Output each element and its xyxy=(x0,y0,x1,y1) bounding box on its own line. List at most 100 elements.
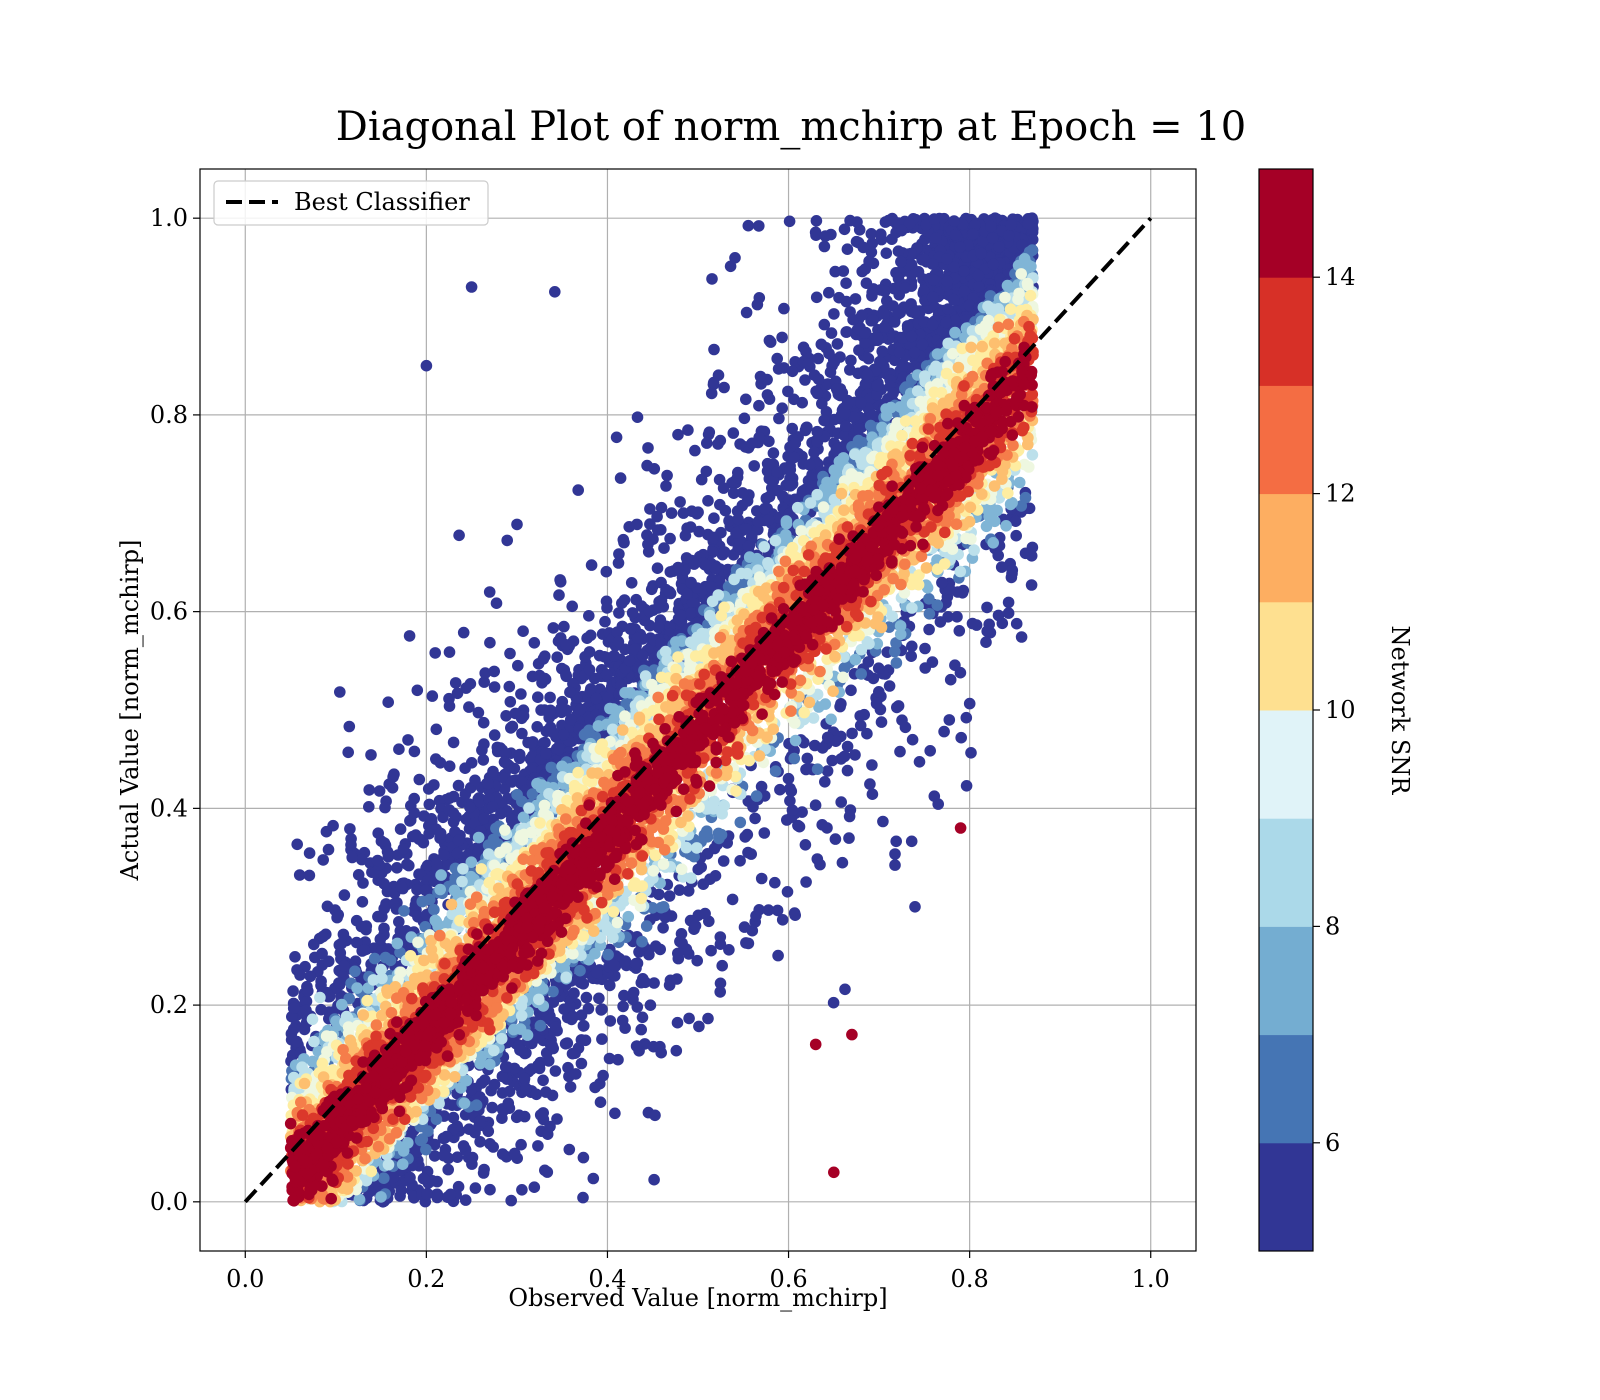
scatter-point xyxy=(879,285,891,298)
scatter-point xyxy=(823,286,835,299)
scatter-point xyxy=(510,1111,523,1124)
scatter-point xyxy=(650,940,662,952)
scatter-point xyxy=(596,1003,608,1015)
scatter-point xyxy=(464,801,476,814)
scatter-point xyxy=(890,835,902,848)
scatter-point xyxy=(564,1081,577,1093)
scatter-point xyxy=(819,230,832,242)
scatter-point xyxy=(371,854,384,867)
scatter-point xyxy=(303,847,316,859)
scatter-point xyxy=(375,1191,387,1203)
scatter-point xyxy=(693,1020,705,1033)
scatter-point xyxy=(800,876,812,888)
scatter-point xyxy=(875,228,887,240)
scatter-point xyxy=(892,245,905,257)
scatter-point xyxy=(778,302,790,315)
scatter-point xyxy=(566,1047,579,1060)
scatter-point xyxy=(645,583,658,596)
scatter-point xyxy=(788,393,800,406)
scatter-point xyxy=(938,725,950,738)
scatter-point xyxy=(987,537,999,549)
scatter-point xyxy=(683,1012,695,1025)
scatter-point xyxy=(755,872,768,885)
scatter-point xyxy=(484,636,496,649)
scatter-point xyxy=(625,577,638,589)
scatter-point xyxy=(567,1010,580,1023)
scatter-point xyxy=(706,273,718,285)
scatter-point xyxy=(665,507,678,519)
scatter-point xyxy=(599,615,611,628)
scatter-point xyxy=(889,859,901,871)
scatter-point xyxy=(816,397,828,410)
scatter-point xyxy=(486,1101,499,1114)
scatter-point xyxy=(767,447,780,459)
scatter-point xyxy=(885,401,897,414)
scatter-point xyxy=(537,1074,549,1087)
scatter-point xyxy=(391,862,403,874)
scatter-point xyxy=(906,640,918,653)
scatter-point xyxy=(736,487,749,499)
scatter-point xyxy=(926,291,939,304)
scatter-point xyxy=(905,835,918,848)
scatter-point xyxy=(673,884,686,896)
scatter-point xyxy=(663,890,676,902)
scatter-point xyxy=(849,653,862,666)
scatter-point xyxy=(651,562,664,574)
scatter-point xyxy=(870,697,883,710)
scatter-point xyxy=(520,1082,532,1095)
scatter-point xyxy=(981,625,993,637)
scatter-point xyxy=(960,780,973,792)
scatter-point xyxy=(801,752,814,765)
scatter-point xyxy=(930,232,942,244)
scatter-point xyxy=(780,517,793,530)
scatter-point xyxy=(290,1035,303,1048)
scatter-point xyxy=(1019,547,1032,560)
scatter-point xyxy=(738,412,751,425)
scatter-point xyxy=(658,542,670,554)
scatter-point xyxy=(844,804,857,816)
scatter-point xyxy=(987,258,1000,271)
scatter-point xyxy=(789,734,802,747)
scatter-point xyxy=(442,1163,455,1176)
scatter-point xyxy=(1019,491,1032,504)
scatter-point xyxy=(859,327,871,339)
scatter-point xyxy=(604,1015,617,1027)
scatter-point xyxy=(800,763,812,776)
scatter-point xyxy=(624,623,637,635)
scatter-point xyxy=(583,646,596,658)
scatter-point xyxy=(428,903,440,916)
scatter-point xyxy=(919,662,931,674)
scatter-point xyxy=(478,676,491,688)
scatter-point xyxy=(504,696,517,708)
scatter-point xyxy=(786,422,798,435)
scatter-point xyxy=(428,1150,441,1162)
scatter-point xyxy=(557,729,570,741)
scatter-point xyxy=(612,1053,624,1066)
scatter-point xyxy=(995,561,1008,573)
scatter-point xyxy=(423,798,436,811)
scatter-point xyxy=(587,1172,600,1185)
scatter-point xyxy=(675,609,687,622)
scatter-point xyxy=(551,1113,563,1125)
scatter-point xyxy=(729,251,741,264)
scatter-point xyxy=(655,1046,667,1059)
scatter-point xyxy=(965,747,977,759)
scatter-point xyxy=(651,510,663,523)
scatter-point xyxy=(488,681,501,693)
scatter-point xyxy=(858,708,870,721)
scatter-point xyxy=(577,1151,590,1164)
scatter-point xyxy=(531,721,543,733)
scatter-point xyxy=(943,714,956,726)
scatter-point xyxy=(416,1133,429,1145)
scatter-point xyxy=(751,298,764,311)
scatter-point xyxy=(408,792,421,805)
scatter-point xyxy=(799,839,812,851)
plot-area: 0.0 0.2 0.4 0.6 0.8 1.0 0.00.20.40.60.81.0 xyxy=(150,168,1197,1293)
scatter-point xyxy=(351,982,363,994)
scatter-point xyxy=(866,759,878,771)
scatter-point xyxy=(635,1023,647,1036)
scatter-point xyxy=(880,247,893,259)
scatter-point xyxy=(484,1183,496,1196)
scatter-point xyxy=(564,686,576,698)
scatter-point xyxy=(581,632,593,644)
